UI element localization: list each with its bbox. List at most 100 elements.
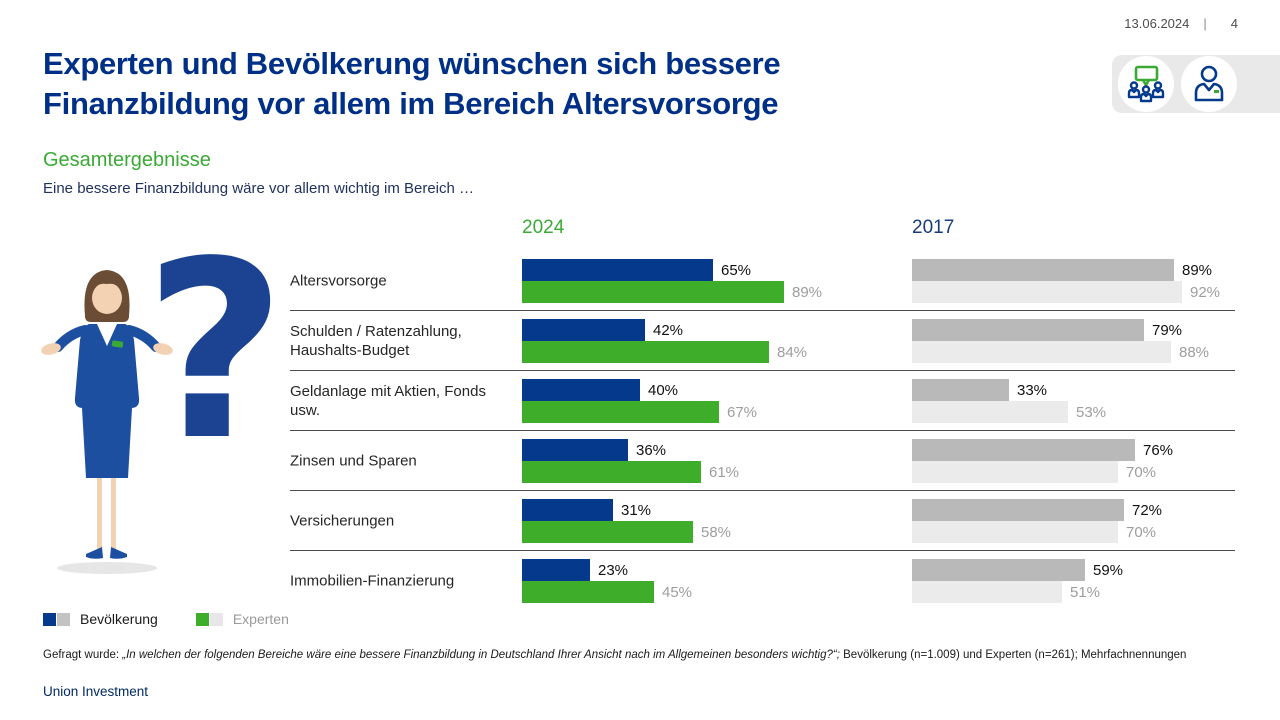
bar-2017-bevoelkerung [912, 319, 1144, 341]
bar-2017-bevoelkerung [912, 439, 1135, 461]
footnote-question-quote: „In welchen der folgenden Bereiche wäre … [122, 649, 840, 661]
bar-value: 70% [1126, 523, 1157, 541]
page-title-line2: Finanzbildung vor allem im Bereich Alter… [43, 86, 779, 121]
footnote-prefix: Gefragt wurde: [43, 649, 123, 661]
bar-2017-experten [912, 461, 1118, 483]
bar-line: 59% [912, 559, 1123, 581]
chart-row: Altersvorsorge 65% 89% 89% 92% [290, 251, 1235, 311]
category-label: Zinsen und Sparen [290, 452, 417, 469]
bar-value: 45% [662, 583, 693, 601]
page-title-line1: Experten und Bevölkerung wünschen sich b… [43, 46, 781, 81]
bar-2024-experten [522, 401, 719, 423]
category-label: Schulden / Ratenzahlung, Haushalts-Budge… [290, 322, 462, 359]
question-mark-glyph: ? [144, 238, 275, 494]
bar-value: 58% [701, 523, 732, 541]
category-label: Immobilien-Finanzierung [290, 572, 455, 590]
column-header-2024: 2024 [522, 217, 565, 238]
bar-group-2017: 33% 53% [912, 379, 1106, 423]
legend-label: Experten [232, 611, 289, 627]
bar-group-2024: 65% 89% [522, 259, 822, 303]
bar-line: 61% [522, 461, 739, 483]
bar-2017-experten [912, 401, 1068, 423]
bar-2017-experten [912, 281, 1182, 303]
bar-value: 89% [1182, 261, 1213, 279]
bar-line: 33% [912, 379, 1106, 401]
bar-line: 70% [912, 521, 1162, 543]
woman-question-illustration: ? [25, 209, 286, 583]
footnote: Gefragt wurde: „In welchen der folgenden… [43, 648, 1238, 662]
bar-value: 51% [1070, 583, 1101, 601]
bar-line: 72% [912, 499, 1162, 521]
bar-group-2017: 72% 70% [912, 499, 1162, 543]
bar-value: 65% [721, 261, 752, 279]
chart-legend: Bevölkerung Experten [43, 611, 289, 627]
bar-group-2017: 89% 92% [912, 259, 1220, 303]
bar-2017-experten [912, 521, 1118, 543]
bar-group-2017: 76% 70% [912, 439, 1173, 483]
bar-value: 84% [777, 343, 808, 361]
bar-group-2024: 36% 61% [522, 439, 739, 483]
slide-meta: 13.06.2024 | 4 [1124, 16, 1238, 31]
meta-separator: | [1203, 16, 1207, 31]
bar-2024-bevoelkerung [522, 259, 713, 281]
bar-2017-bevoelkerung [912, 559, 1085, 581]
bar-2017-experten [912, 581, 1062, 603]
bar-2024-experten [522, 341, 769, 363]
bar-2024-bevoelkerung [522, 379, 640, 401]
bar-group-2024: 42% 84% [522, 319, 807, 363]
brand-name: Union Investment [43, 684, 149, 699]
bar-2024-experten [522, 521, 693, 543]
bar-group-2024: 31% 58% [522, 499, 731, 543]
bar-2017-bevoelkerung [912, 259, 1174, 281]
column-header-2017: 2017 [912, 217, 955, 238]
header-icon-box [1112, 55, 1280, 113]
bar-2024-experten [522, 281, 784, 303]
legend-swatch-primary [43, 612, 56, 626]
legend-label: Bevölkerung [80, 611, 158, 627]
chart-row: Geldanlage mit Aktien, Fonds usw. 40% 67% 3… [290, 371, 1235, 431]
bar-group-2017: 79% 88% [912, 319, 1209, 363]
category-label: Geldanlage mit Aktien, Fonds usw. [290, 382, 486, 419]
section-subtitle: Gesamtergebnisse [43, 149, 211, 171]
bar-2017-bevoelkerung [912, 379, 1009, 401]
bar-line: 42% [522, 319, 807, 341]
bar-group-2024: 23% 45% [522, 559, 692, 603]
chart-row: Zinsen und Sparen 36% 61% 76% 70% [290, 431, 1235, 491]
bar-value: 89% [792, 283, 823, 301]
bar-line: 51% [912, 581, 1123, 603]
bar-line: 65% [522, 259, 822, 281]
bar-2017-bevoelkerung [912, 499, 1124, 521]
bar-line: 88% [912, 341, 1209, 363]
category-label: Altersvorsorge [290, 272, 387, 289]
legend-swatch-secondary [57, 612, 70, 626]
chart-rows: Altersvorsorge 65% 89% 89% 92% Schulden / Rat… [290, 251, 1235, 611]
bar-group-2017: 59% 51% [912, 559, 1123, 603]
chart-lead-text: Eine bessere Finanzbildung wäre vor alle… [43, 180, 475, 197]
bar-value: 31% [621, 501, 652, 519]
bar-value: 40% [648, 381, 679, 399]
legend-swatch-secondary [209, 612, 223, 626]
bar-value: 67% [727, 403, 758, 421]
bar-line: 40% [522, 379, 757, 401]
bar-value: 36% [636, 441, 667, 459]
bar-value: 42% [653, 321, 684, 339]
bar-line: 70% [912, 461, 1173, 483]
bar-2024-experten [522, 461, 701, 483]
bar-value: 92% [1190, 283, 1221, 301]
person-icon [1181, 56, 1237, 112]
category-label: Versicherungen [290, 512, 395, 529]
chart-row: Immobilien-Finanzierung 23% 45% 59% 51% [290, 551, 1235, 611]
bar-value: 72% [1132, 501, 1163, 519]
bar-line: 23% [522, 559, 692, 581]
bar-value: 70% [1126, 463, 1157, 481]
page-number: 4 [1230, 16, 1238, 31]
bar-line: 84% [522, 341, 807, 363]
slide-date: 13.06.2024 [1124, 16, 1190, 31]
bar-line: 89% [912, 259, 1220, 281]
bar-value: 23% [598, 561, 629, 579]
bar-line: 31% [522, 499, 731, 521]
bar-line: 53% [912, 401, 1106, 423]
chart-row: Versicherungen 31% 58% 72% 70% [290, 491, 1235, 551]
bar-value: 76% [1143, 441, 1174, 459]
